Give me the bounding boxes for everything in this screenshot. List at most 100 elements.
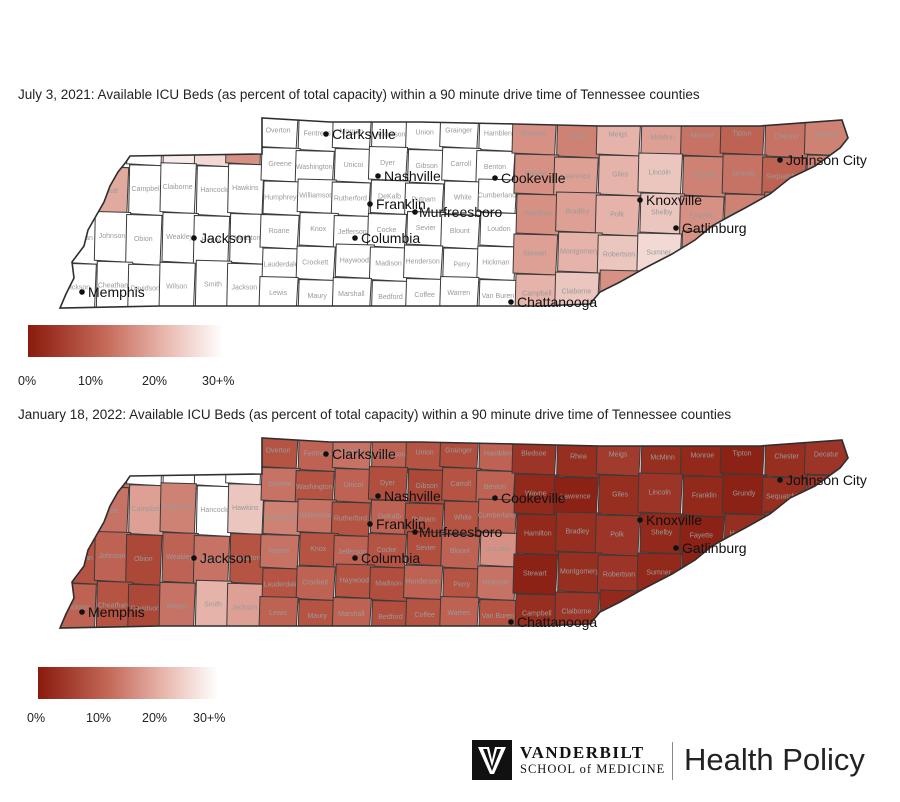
state-outline <box>58 437 849 629</box>
county-east-38 <box>762 591 808 628</box>
city-label: Columbia <box>361 230 420 246</box>
county-west-20 <box>127 583 165 628</box>
county-label: Jefferson <box>338 229 367 236</box>
legend-tick-30plus: 30+% <box>202 374 235 388</box>
county-label: Meigs <box>609 132 628 139</box>
county-label: McNairy <box>773 209 799 216</box>
vanderbilt-health-policy-logo: VANDERBILT SCHOOL of MEDICINE Health Pol… <box>472 740 892 784</box>
county-label: Dickson <box>65 285 90 292</box>
county-label: McNairy <box>773 529 799 536</box>
county-west-5 <box>225 438 263 486</box>
county-east-33 <box>554 591 600 628</box>
county-east-29 <box>720 553 767 596</box>
county-label: Gibson <box>416 483 438 490</box>
county-label: Cocke <box>377 547 397 554</box>
county-label: Scott <box>102 508 118 515</box>
county-west-20 <box>127 263 165 308</box>
county-label: Sumner <box>168 139 193 146</box>
county-label: Roane <box>269 548 290 555</box>
county-label: Hickman <box>482 579 509 586</box>
county-label: Loudon <box>487 546 510 553</box>
county-label: Knox <box>310 226 326 233</box>
county-label: Wayne <box>525 171 547 178</box>
county-label: Meigs <box>609 452 628 459</box>
county-label: McMinn <box>650 455 675 462</box>
county-label: Madison <box>375 580 402 587</box>
county-label: Bledsoe <box>521 131 546 138</box>
county-label: Cheatham <box>98 603 130 610</box>
county-label: Lauderdale <box>264 581 299 588</box>
county-west-3 <box>162 438 200 490</box>
city-label: Murfreesboro <box>419 524 502 540</box>
county-label: Weakley <box>166 234 193 241</box>
county-label: Chester <box>774 134 799 141</box>
city-label: Gatlinburg <box>682 540 747 556</box>
county-label: Davidson <box>131 286 160 293</box>
county-label: Hamilton <box>524 531 552 538</box>
county-label: Sullivan <box>688 608 713 615</box>
county-label: Knox <box>310 546 326 553</box>
county-label: Cumberland <box>478 192 516 199</box>
county-label: Claiborne <box>163 504 193 511</box>
county-west-2 <box>126 118 164 167</box>
county-label: Greene <box>268 481 291 488</box>
county-label: Shelby <box>651 530 673 537</box>
county-middle-39 <box>405 277 446 308</box>
county-label: Lawrence <box>560 494 590 501</box>
county-label: Dyer <box>380 160 395 167</box>
city-marker <box>323 131 329 137</box>
county-label: White <box>454 514 472 521</box>
city-marker <box>637 517 643 523</box>
county-label: Crockett <box>302 579 328 586</box>
city-label: Clarksville <box>332 446 396 462</box>
logo-divider <box>672 742 673 780</box>
county-label: Anderson <box>376 451 406 458</box>
county-label: Sequatchie <box>766 174 801 181</box>
county-east-31 <box>804 234 848 277</box>
county-label: Haywood <box>340 257 369 264</box>
county-label: Overton <box>266 447 291 454</box>
county-label: Pickett <box>68 185 89 192</box>
county-label: Union <box>415 129 433 136</box>
county-label: Robertson <box>128 136 160 143</box>
county-west-23 <box>226 262 264 308</box>
county-east-38 <box>762 271 808 308</box>
county-label: Rutherford <box>334 195 367 202</box>
county-east-37 <box>722 593 769 628</box>
county-west-1 <box>94 118 133 169</box>
county-label: Macon <box>201 457 222 464</box>
county-label: Smith <box>204 602 222 609</box>
county-east-30 <box>765 551 811 594</box>
county-label: Johnson <box>99 233 126 240</box>
county-east-34 <box>598 269 645 308</box>
legend-tick-10: 10% <box>86 711 112 725</box>
county-label: Sullivan <box>68 555 93 562</box>
county-east-33 <box>554 271 600 308</box>
county-label: Campbell <box>522 611 552 618</box>
county-west-5 <box>225 118 263 166</box>
city-label: Knoxville <box>646 512 702 528</box>
county-label: Grundy <box>732 491 755 498</box>
county-west-2 <box>126 438 164 487</box>
county-label: Anderson <box>376 131 406 138</box>
county-label: Hancock <box>607 607 635 614</box>
county-east-29 <box>720 233 767 276</box>
county-label: Weakley <box>816 607 843 614</box>
county-label: Henderson <box>406 578 440 585</box>
county-label: Stewart <box>65 135 89 142</box>
county-label: Hawkins <box>647 290 674 297</box>
county-label: Lincoln <box>649 490 671 497</box>
county-label: Robertson <box>128 456 160 463</box>
county-label: Benton <box>484 164 506 171</box>
city-marker <box>375 493 381 499</box>
city-label: Franklin <box>376 196 426 212</box>
county-east-36 <box>677 270 724 308</box>
county-label: Morgan <box>339 448 363 455</box>
city-marker <box>508 299 514 305</box>
county-label: Hancock <box>607 287 635 294</box>
county-label: Houston <box>234 555 260 562</box>
county-label: Giles <box>612 492 628 499</box>
county-label: Overton <box>266 127 291 134</box>
county-east-35 <box>638 592 685 628</box>
